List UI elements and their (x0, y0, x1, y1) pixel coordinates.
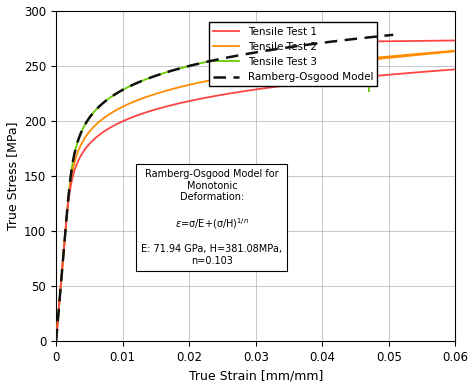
Text: Ramberg-Osgood Model for
Monotonic
Deformation:

$\epsilon$=σ/E+(σ/H)$^{1/n}$

E: Ramberg-Osgood Model for Monotonic Defor… (141, 169, 283, 266)
X-axis label: True Strain [mm/mm]: True Strain [mm/mm] (189, 369, 323, 383)
Legend: Tensile Test 1, Tensile Test 2, Tensile Test 3, Ramberg-Osgood Model: Tensile Test 1, Tensile Test 2, Tensile … (209, 23, 377, 87)
Y-axis label: True Stress [MPa]: True Stress [MPa] (6, 121, 18, 230)
